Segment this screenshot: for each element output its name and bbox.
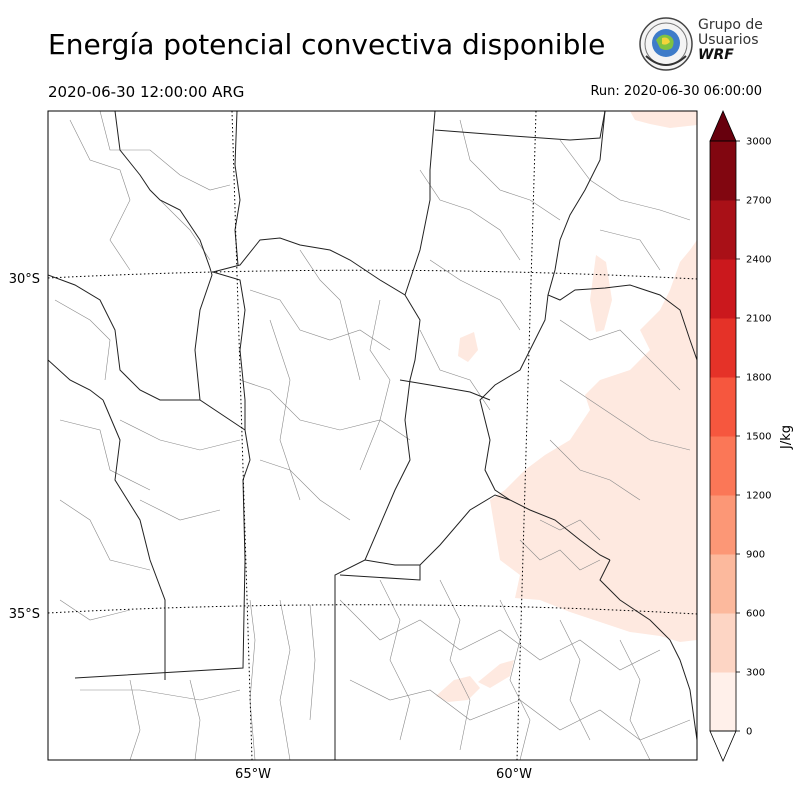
province-boundaries: [48, 111, 697, 760]
cape-region-east: [490, 111, 697, 642]
cape-field: [436, 111, 697, 702]
colorbar-tick-label: 600: [746, 609, 765, 620]
graticule: [48, 111, 697, 760]
colorbar-segment: [710, 318, 736, 378]
cape-region-plume: [590, 255, 612, 332]
colorbar-tick-label: 900: [746, 550, 765, 561]
cape-region-south: [436, 676, 480, 702]
lon-label-60w: 60°W: [496, 767, 532, 782]
colorbar-segment: [710, 436, 736, 496]
cape-region-north: [630, 111, 697, 128]
colorbar-tick-label: 1500: [746, 432, 771, 443]
gridline-65w: [231, 111, 253, 760]
wrf-seal-icon: [639, 17, 693, 71]
colorbar-label: J/kg: [779, 425, 794, 450]
colorbar-segment: [710, 495, 736, 555]
run-time: Run: 2020-06-30 06:00:00: [590, 84, 762, 99]
colorbar-tick-label: 3000: [746, 137, 771, 148]
colorbar-tick-label: 2100: [746, 314, 771, 325]
colorbar-segment: [710, 141, 736, 201]
gridline-35s: [48, 604, 697, 615]
colorbar-tick-label: 0: [746, 727, 752, 738]
colorbar-tick-label: 300: [746, 668, 765, 679]
gridline-30s: [48, 269, 697, 280]
colorbar-extend-min: [709, 730, 737, 763]
valid-time: 2020-06-30 12:00:00 ARG: [48, 83, 245, 101]
colorbar-tick-label: 2700: [746, 196, 771, 207]
logo-line-2: Usuarios: [698, 32, 759, 48]
colorbar-tick-label: 1800: [746, 373, 771, 384]
logo-line-3: WRF: [698, 47, 734, 63]
lon-label-65w: 65°W: [235, 767, 271, 782]
cape-region-south-2: [478, 660, 514, 688]
colorbar-tick-label: 1200: [746, 491, 771, 502]
map-frame: [47, 110, 698, 761]
colorbar-segment: [710, 554, 736, 614]
lat-label-35s: 35°S: [9, 607, 40, 622]
wrf-logo: Grupo de Usuarios WRF: [638, 16, 763, 72]
cape-region-small: [458, 332, 478, 362]
colorbar-segment: [710, 259, 736, 319]
logo-line-1: Grupo de: [698, 17, 763, 33]
page-title: Energía potencial convectiva disponible: [48, 28, 606, 61]
colorbar-segment: [710, 200, 736, 260]
colorbar-segment: [710, 672, 736, 732]
gridline-60w: [516, 111, 537, 760]
colorbar-tick-label: 2400: [746, 255, 771, 266]
colorbar-segment: [710, 377, 736, 437]
colorbar-extend-max: [709, 109, 737, 142]
department-boundaries: [54, 111, 691, 760]
colorbar: 0 300 600 900 1200 1500 1800 2100 2400 2700 3000: [709, 109, 771, 763]
lat-label-30s: 30°S: [9, 272, 40, 287]
colorbar-segment: [710, 613, 736, 673]
